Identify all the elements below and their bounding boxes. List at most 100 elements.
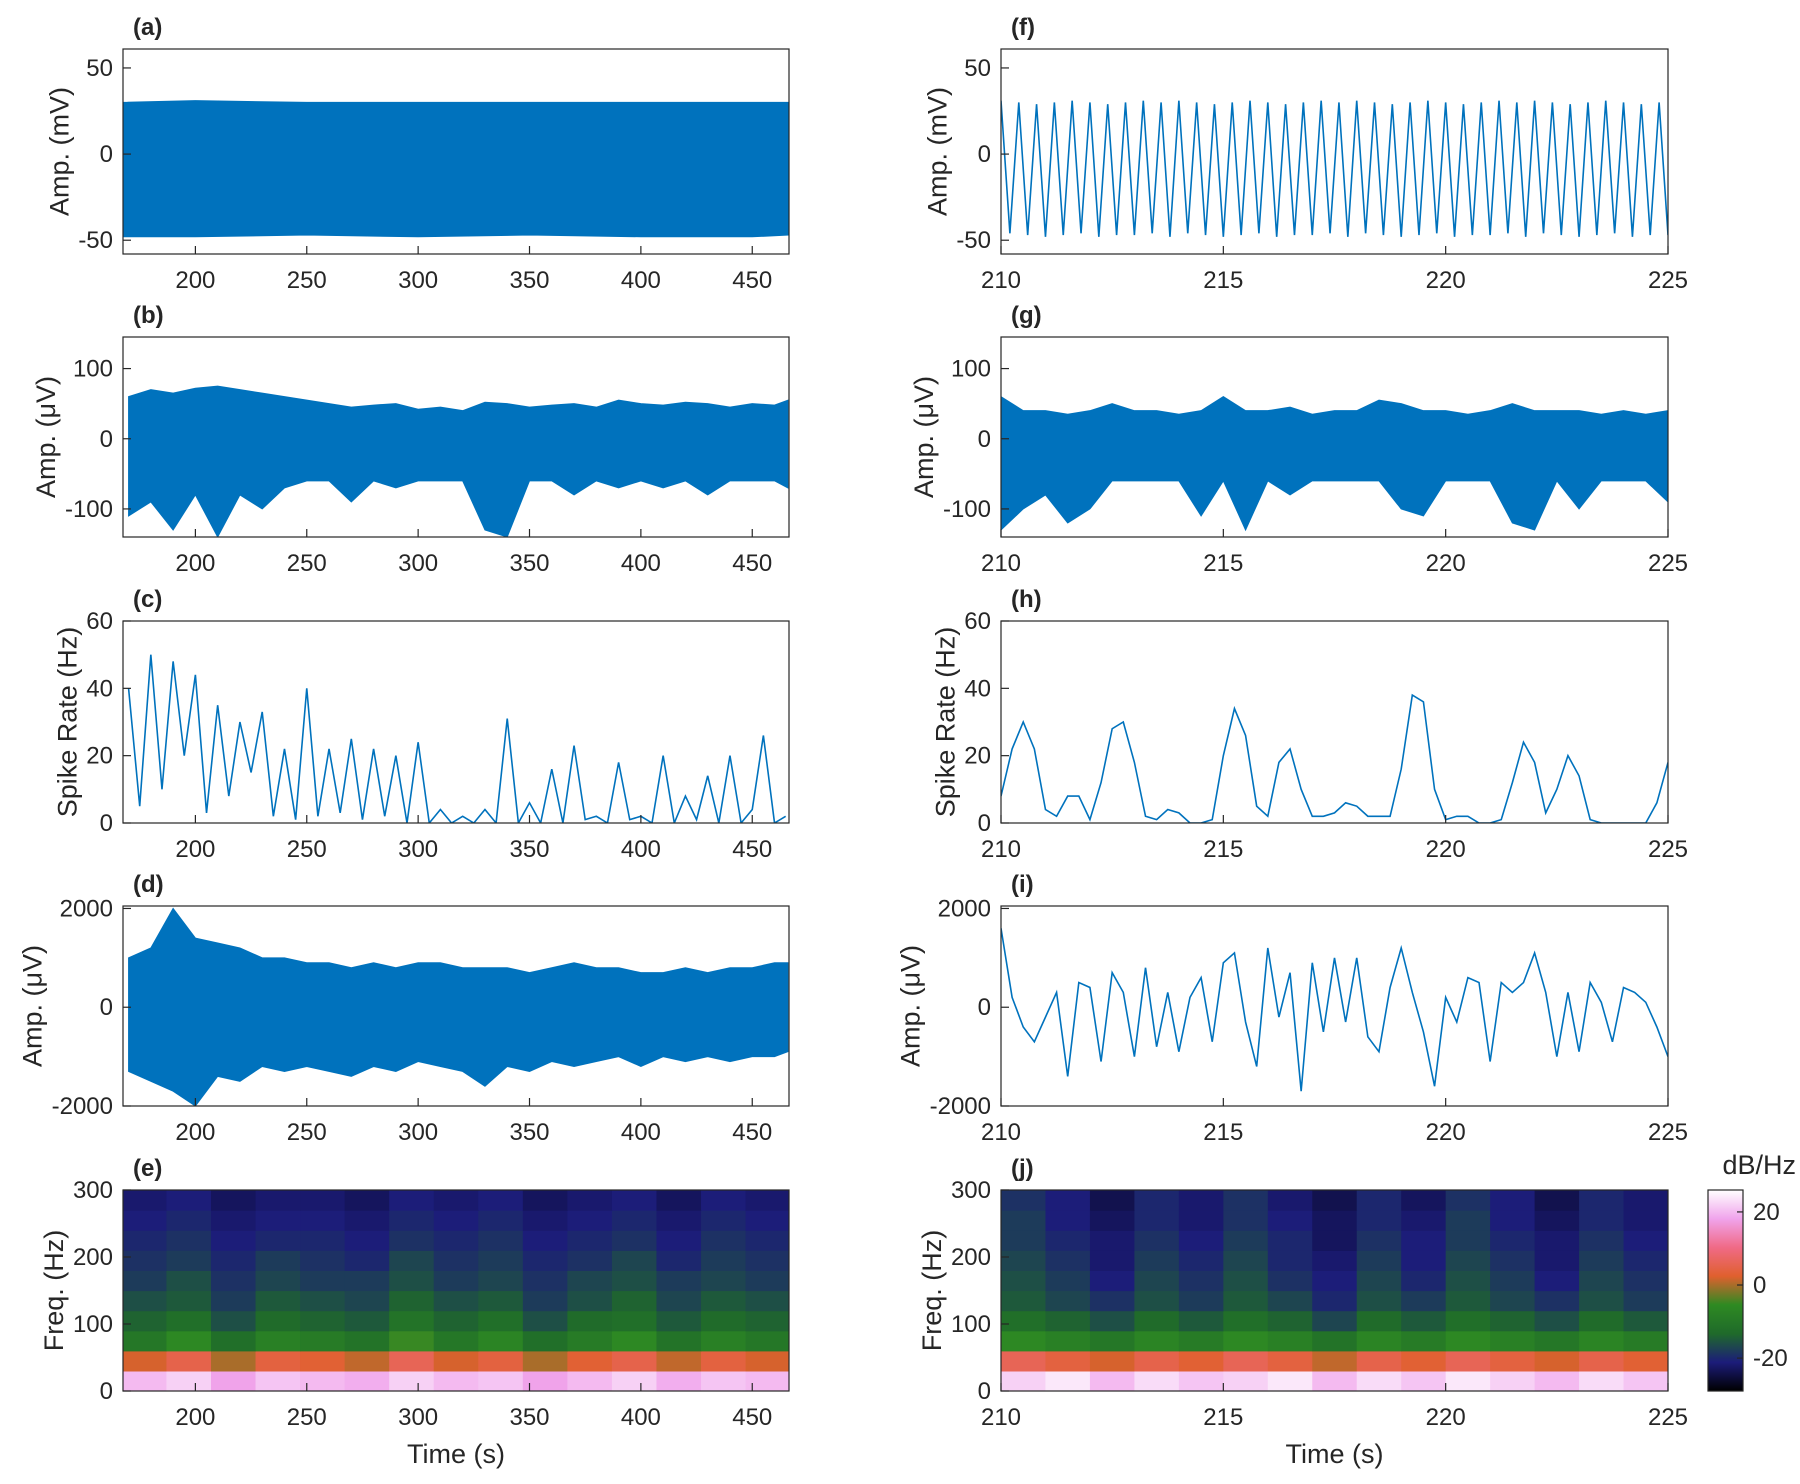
heatmap-cell	[522, 1290, 568, 1312]
panel-label: (b)	[133, 302, 164, 329]
plot-area	[1001, 693, 1668, 823]
panel-label: (h)	[1011, 586, 1042, 613]
y-tick-label: 0	[100, 141, 113, 168]
heatmap-cell	[611, 1270, 658, 1292]
heatmap-cell	[344, 1370, 390, 1391]
y-axis-label: Amp. (mV)	[44, 87, 74, 216]
y-tick-label: -50	[78, 227, 113, 254]
heatmap-cell	[166, 1250, 212, 1271]
axes-box	[1000, 336, 1669, 538]
y-tick-label: 300	[73, 1177, 113, 1204]
heatmap-cell	[344, 1230, 390, 1251]
heatmap-cell	[1534, 1210, 1580, 1231]
heatmap-cell	[1490, 1330, 1536, 1352]
y-tick-label: 100	[73, 356, 113, 383]
heatmap-cell	[255, 1230, 301, 1251]
heatmap-cell	[389, 1330, 435, 1352]
heatmap-cell	[701, 1190, 747, 1211]
heatmap-cell	[1490, 1310, 1536, 1332]
heatmap-cell	[1134, 1350, 1180, 1372]
heatmap-cell	[1089, 1290, 1135, 1312]
y-tick-label: 100	[951, 1311, 991, 1338]
heatmap-cell	[1356, 1350, 1402, 1372]
y-tick-label: 60	[86, 608, 113, 635]
heatmap-cell	[389, 1270, 435, 1292]
heatmap-cell	[433, 1190, 479, 1211]
heatmap-cell	[166, 1210, 212, 1231]
y-axis-label: Amp. (μV)	[18, 945, 48, 1067]
heatmap-cell	[1579, 1270, 1625, 1292]
heatmap-cell	[1579, 1250, 1625, 1271]
heatmap-cell	[1089, 1370, 1135, 1391]
y-axis-label: Amp. (mV)	[922, 87, 952, 216]
heatmap-cell	[1267, 1290, 1313, 1312]
heatmap-cell	[433, 1250, 479, 1271]
heatmap-cell	[1579, 1290, 1625, 1312]
heatmap-cell	[1134, 1190, 1180, 1211]
heatmap-cell	[344, 1250, 390, 1271]
heatmap-cell	[210, 1210, 257, 1231]
heatmap-cell	[701, 1270, 747, 1292]
colorbar-tick-label: -20	[1753, 1345, 1788, 1372]
heatmap-cell	[433, 1210, 479, 1231]
y-axis-label: Spike Rate (Hz)	[930, 627, 960, 818]
heatmap-cell	[478, 1190, 524, 1211]
heatmap-cell	[1001, 1290, 1047, 1312]
signal-band	[128, 907, 789, 1106]
x-tick-label: 350	[509, 1119, 549, 1146]
y-tick-label: 50	[86, 55, 113, 82]
y-tick-label: 0	[100, 1378, 113, 1405]
heatmap-cell	[1267, 1230, 1313, 1251]
x-tick-label: 400	[621, 267, 661, 294]
y-tick-label: 300	[951, 1177, 991, 1204]
heatmap-cell	[1490, 1190, 1536, 1211]
axes-box	[1000, 1189, 1669, 1392]
heatmap-cell	[611, 1310, 658, 1332]
x-tick-label: 350	[509, 267, 549, 294]
plot-area	[1001, 1190, 1668, 1391]
plot-area	[127, 654, 787, 823]
heatmap-cell	[522, 1230, 568, 1251]
heatmap-cell	[701, 1330, 747, 1352]
heatmap-cell	[567, 1190, 613, 1211]
heatmap-cell	[210, 1370, 257, 1391]
heatmap-cell	[1089, 1250, 1135, 1271]
y-tick-label: 0	[978, 1378, 991, 1405]
heatmap-cell	[656, 1350, 702, 1372]
heatmap-cell	[255, 1310, 301, 1332]
heatmap-cell	[1089, 1270, 1135, 1292]
colorbar-tick-label: 20	[1753, 1199, 1780, 1226]
heatmap-cell	[433, 1370, 479, 1391]
heatmap-cell	[1134, 1290, 1180, 1312]
heatmap-cell	[1045, 1210, 1091, 1231]
heatmap-cell	[1579, 1330, 1625, 1352]
heatmap-cell	[1001, 1310, 1047, 1332]
heatmap-cell	[433, 1290, 479, 1312]
heatmap-cell	[1001, 1250, 1047, 1271]
heatmap-cell	[1045, 1350, 1091, 1372]
heatmap-cell	[1001, 1330, 1047, 1352]
y-tick-label: 2000	[60, 895, 113, 922]
heatmap-cell	[745, 1370, 789, 1391]
heatmap-cell	[123, 1290, 168, 1312]
panel-label: (c)	[133, 586, 162, 613]
heatmap-cell	[522, 1370, 568, 1391]
heatmap-cell	[1312, 1350, 1358, 1372]
heatmap-cell	[1045, 1310, 1091, 1332]
heatmap-cell	[1623, 1290, 1668, 1312]
heatmap-cell	[1089, 1310, 1135, 1332]
heatmap-cell	[1223, 1330, 1269, 1352]
y-tick-label: 0	[978, 141, 991, 168]
x-tick-label: 450	[732, 1404, 772, 1431]
heatmap-cell	[701, 1250, 747, 1271]
heatmap-cell	[1579, 1350, 1625, 1372]
heatmap-cell	[1267, 1350, 1313, 1372]
heatmap-cell	[389, 1230, 435, 1251]
heatmap-cell	[166, 1230, 212, 1251]
heatmap-cell	[1356, 1270, 1402, 1292]
x-tick-label: 210	[981, 1404, 1021, 1431]
heatmap-cell	[300, 1370, 346, 1391]
data-line	[1001, 928, 1668, 1092]
heatmap-cell	[656, 1370, 702, 1391]
heatmap-cell	[344, 1350, 390, 1372]
